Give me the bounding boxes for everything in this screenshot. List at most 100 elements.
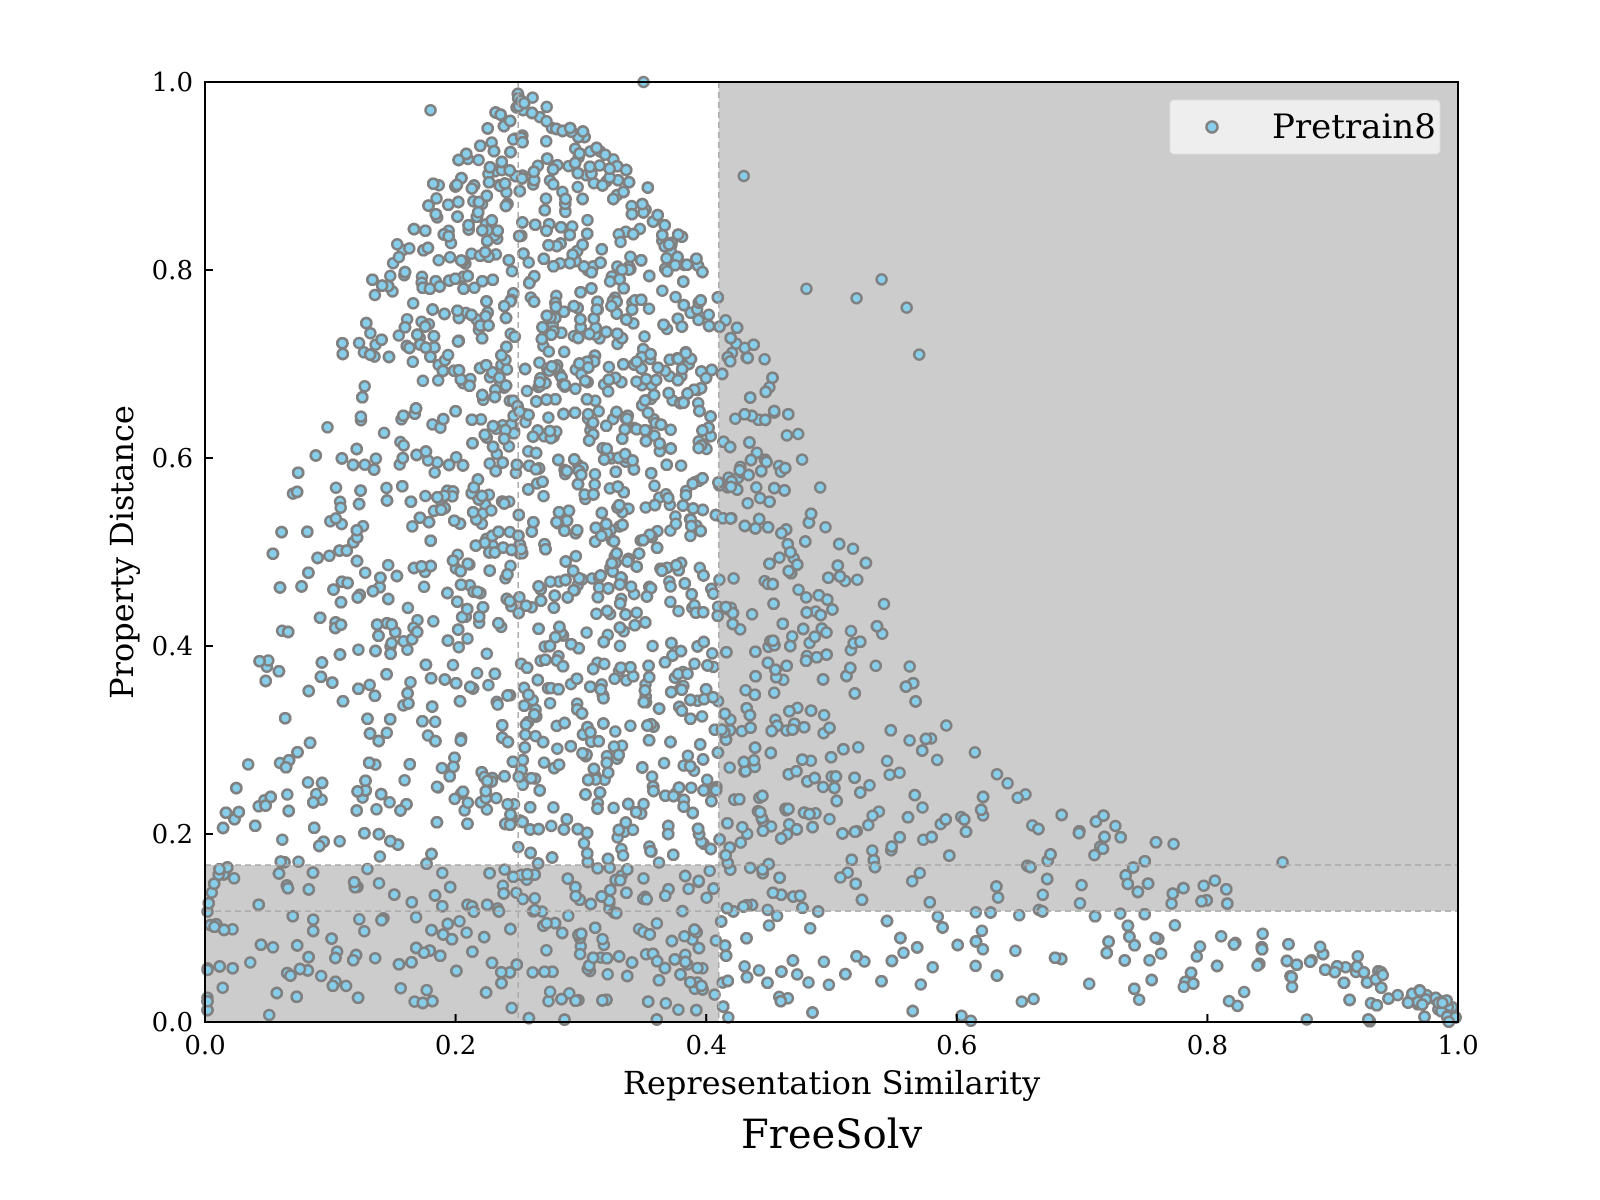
data-point <box>370 803 383 816</box>
data-point <box>354 410 368 423</box>
data-point <box>461 632 474 645</box>
data-point <box>522 256 535 269</box>
data-point <box>562 909 575 923</box>
data-point <box>770 909 784 923</box>
data-point <box>593 159 606 172</box>
data-point <box>428 466 441 479</box>
data-point <box>281 788 294 801</box>
data-point <box>368 288 382 302</box>
data-point <box>571 180 584 194</box>
data-point <box>588 467 602 481</box>
data-point <box>539 135 553 148</box>
data-point <box>795 453 809 466</box>
data-point <box>975 924 989 938</box>
data-point <box>505 264 519 278</box>
data-point <box>545 819 558 833</box>
data-point <box>519 728 532 741</box>
data-point <box>216 981 229 994</box>
data-point <box>903 660 916 673</box>
data-point <box>420 983 433 997</box>
data-point <box>913 866 927 880</box>
data-point <box>969 906 983 919</box>
data-point <box>406 297 420 310</box>
data-point <box>526 91 539 104</box>
data-point <box>602 360 616 374</box>
data-point <box>409 911 423 924</box>
data-point <box>930 753 944 767</box>
data-point <box>1165 897 1178 910</box>
data-point <box>991 891 1005 904</box>
data-point <box>613 639 627 653</box>
data-point <box>727 572 740 585</box>
data-point <box>262 1008 276 1022</box>
data-point <box>333 835 346 848</box>
data-point <box>791 427 805 441</box>
data-point <box>664 595 677 609</box>
data-point <box>485 504 498 517</box>
data-point <box>577 837 591 850</box>
data-point <box>761 903 774 917</box>
data-point <box>674 459 688 472</box>
data-point <box>430 192 443 205</box>
data-point <box>607 801 620 815</box>
data-point <box>428 715 442 729</box>
data-point <box>792 583 805 596</box>
data-point <box>866 809 879 822</box>
data-point <box>537 489 550 503</box>
data-point <box>624 580 638 593</box>
data-point <box>598 148 612 161</box>
data-point <box>664 423 677 437</box>
data-point <box>940 719 953 732</box>
data-point <box>498 863 511 876</box>
data-point <box>461 796 475 809</box>
data-point <box>361 862 374 876</box>
data-point <box>624 719 637 733</box>
data-point <box>646 639 659 653</box>
data-point <box>1082 977 1096 991</box>
data-point <box>659 997 673 1010</box>
data-point <box>990 767 1004 781</box>
data-point <box>431 374 445 387</box>
data-point <box>551 742 564 755</box>
data-point <box>616 849 630 862</box>
data-point <box>547 178 560 191</box>
data-point <box>358 380 371 393</box>
data-point <box>1193 940 1207 953</box>
data-point <box>1237 985 1251 999</box>
data-point <box>543 985 557 999</box>
data-point <box>813 481 827 494</box>
data-point <box>598 657 611 671</box>
data-point <box>314 969 328 983</box>
data-point <box>443 251 457 264</box>
data-point <box>569 549 583 563</box>
data-point <box>446 658 460 672</box>
data-point <box>441 348 455 362</box>
data-point <box>780 429 794 442</box>
data-point <box>505 1001 518 1015</box>
data-point <box>427 615 440 628</box>
data-point <box>321 421 334 434</box>
data-point <box>480 647 494 660</box>
data-point <box>608 672 621 686</box>
data-point <box>244 956 257 969</box>
data-point <box>678 929 691 943</box>
data-point <box>672 1003 685 1016</box>
data-point <box>1214 930 1228 943</box>
data-point <box>547 801 560 814</box>
data-point <box>745 608 759 621</box>
data-point <box>968 746 982 759</box>
data-point <box>372 876 386 890</box>
data-point <box>385 636 398 650</box>
data-point <box>964 1014 978 1028</box>
data-point <box>905 874 919 888</box>
data-point <box>430 780 444 794</box>
data-point <box>358 924 371 938</box>
data-point <box>392 329 406 342</box>
data-point <box>823 812 836 826</box>
data-point <box>1109 819 1122 833</box>
data-point <box>931 910 945 923</box>
data-point <box>700 773 714 787</box>
data-point <box>449 451 463 464</box>
data-point <box>384 269 397 283</box>
